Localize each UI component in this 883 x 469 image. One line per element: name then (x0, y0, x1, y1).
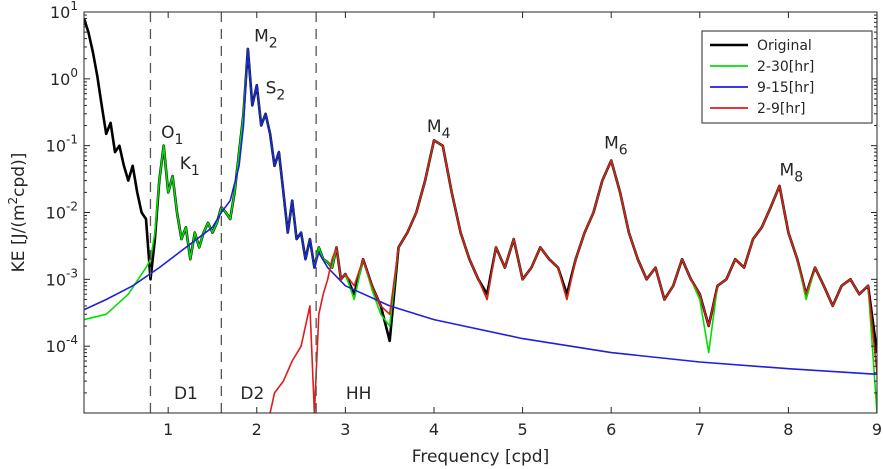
band-label-d1: D1 (174, 384, 198, 404)
x-tick-label: 2 (252, 420, 262, 439)
series-lines (84, 18, 877, 413)
legend-entry: 9-15[hr] (757, 80, 814, 96)
x-tick-label: 7 (695, 420, 705, 439)
x-axis-ticks: 1 2 3 4 5 6 7 8 9 (163, 12, 882, 439)
constituent-k1: K1 (180, 154, 200, 179)
constituent-m8: M8 (780, 160, 804, 185)
x-tick-label: 8 (783, 420, 793, 439)
y-tick-label: 100 (50, 66, 78, 89)
legend-entry: Original (757, 38, 812, 54)
band-label-hh: HH (346, 384, 372, 404)
x-tick-label: 6 (606, 420, 616, 439)
constituent-labels: O1 K1 M2 S2 M4 M6 M8 (161, 27, 803, 186)
y-axis-ticks: 10-4 10-3 10-2 10-1 100 101 (46, 0, 877, 394)
constituent-m4: M4 (427, 117, 451, 142)
constituent-o1: O1 (161, 123, 183, 148)
x-tick-label: 1 (163, 420, 173, 439)
legend: Original 2-30[hr] 9-15[hr] 2-9[hr] (701, 30, 873, 124)
x-tick-label: 9 (872, 420, 882, 439)
x-axis-label: Frequency [cpd] (412, 447, 549, 467)
constituent-m2: M2 (254, 27, 278, 52)
y-tick-label: 10-2 (46, 200, 78, 223)
y-axis-label: KE [J/(m2cpd)] (6, 153, 29, 273)
constituent-s2: S2 (266, 79, 286, 104)
constituent-m6: M6 (604, 134, 628, 159)
legend-entry: 2-9[hr] (757, 101, 805, 117)
y-tick-label: 10-1 (46, 133, 78, 156)
x-tick-label: 4 (429, 420, 439, 439)
x-tick-label: 3 (340, 420, 350, 439)
x-tick-label: 5 (517, 420, 527, 439)
legend-entry: 2-30[hr] (757, 59, 814, 75)
series-line-9-15-hr- (84, 48, 877, 376)
band-label-d2: D2 (240, 384, 264, 404)
band-labels: D1 D2 HH (174, 384, 372, 404)
series-line-2-9-hr- (269, 139, 877, 413)
y-tick-label: 10-3 (46, 266, 78, 289)
y-tick-label: 10-4 (46, 333, 78, 356)
y-tick-label: 101 (50, 0, 78, 22)
